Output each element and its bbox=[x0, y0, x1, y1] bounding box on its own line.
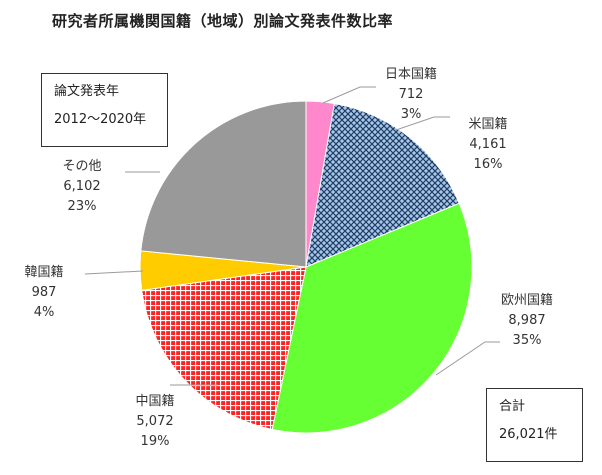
slice-value-label-europe: 8,987 bbox=[508, 313, 545, 328]
leader-line-japan bbox=[322, 86, 376, 104]
slice-percent-label-usa: 16% bbox=[474, 157, 503, 172]
total-value: 26,021件 bbox=[499, 427, 558, 442]
slice-name-label-europe: 欧州国籍 bbox=[501, 292, 553, 308]
slice-value-label-china: 5,072 bbox=[136, 414, 173, 429]
slice-percent-label-japan: 3% bbox=[401, 107, 422, 122]
slice-percent-label-korea: 4% bbox=[34, 305, 55, 320]
period-box: 論文発表年 2012～2020年 bbox=[41, 73, 168, 147]
chart-title: 研究者所属機関国籍（地域）別論文発表件数比率 bbox=[52, 12, 394, 30]
slice-percent-label-china: 19% bbox=[141, 434, 170, 449]
slice-value-label-korea: 987 bbox=[32, 285, 57, 300]
slice-name-label-usa: 米国籍 bbox=[468, 116, 507, 132]
total-box: 合計 26,021件 bbox=[486, 388, 583, 462]
period-value: 2012～2020年 bbox=[54, 112, 147, 127]
slice-name-label-other: その他 bbox=[62, 159, 101, 174]
slice-name-label-china: 中国籍 bbox=[135, 393, 174, 409]
slice-value-label-usa: 4,161 bbox=[469, 137, 506, 152]
slice-percent-label-other: 23% bbox=[68, 199, 97, 214]
slice-name-label-korea: 韓国籍 bbox=[24, 264, 63, 280]
slice-value-label-other: 6,102 bbox=[63, 179, 100, 194]
leader-line-korea bbox=[84, 270, 144, 275]
slice-percent-label-europe: 35% bbox=[513, 333, 542, 348]
leader-line-usa bbox=[395, 116, 450, 131]
pie-outline bbox=[139, 100, 473, 434]
slice-value-label-japan: 712 bbox=[399, 87, 424, 102]
total-label: 合計 bbox=[499, 399, 526, 414]
leader-line-europe bbox=[435, 341, 500, 376]
slice-name-label-japan: 日本国籍 bbox=[385, 66, 437, 82]
period-label: 論文発表年 bbox=[54, 84, 120, 99]
